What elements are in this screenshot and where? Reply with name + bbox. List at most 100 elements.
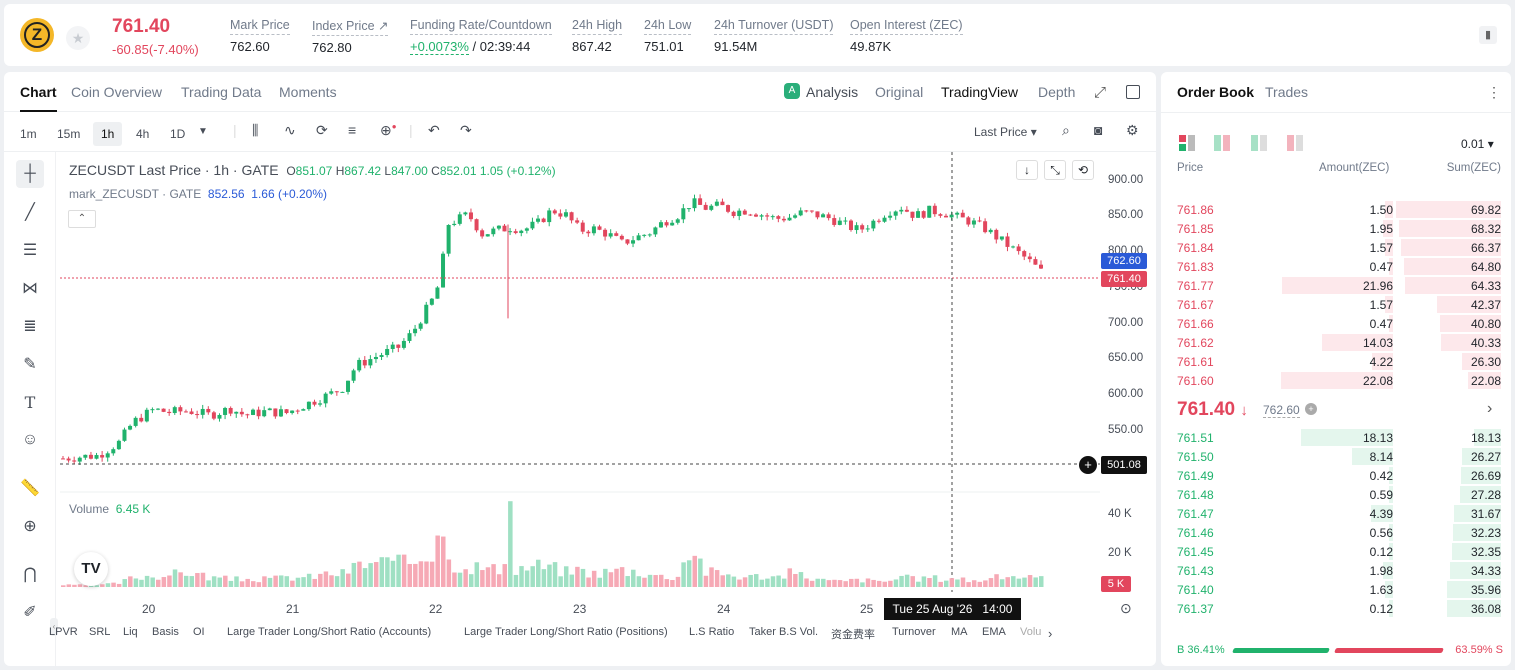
ask-row[interactable]: 761.61 4.22 26.30 (1161, 352, 1511, 371)
price-chart[interactable] (60, 152, 1100, 592)
add-indicator-icon[interactable]: ⊕● (380, 122, 397, 138)
redo-icon[interactable]: ↷ (460, 122, 472, 138)
ask-row[interactable]: 761.86 1.50 69.82 (1161, 200, 1511, 219)
emoji-icon[interactable]: ☺ (21, 431, 39, 448)
indicator-taker-bs[interactable]: Taker B.S Vol. (749, 626, 819, 638)
brush-icon[interactable]: ✎ (23, 356, 37, 373)
add-alert-icon[interactable]: + (1079, 456, 1097, 474)
ask-row[interactable]: 761.67 1.57 42.37 (1161, 295, 1511, 314)
ask-row[interactable]: 761.66 0.47 40.80 (1161, 314, 1511, 333)
magnet-icon[interactable]: ⋂ (23, 566, 37, 583)
expand-icon[interactable]: ⤢ (1094, 84, 1107, 101)
arrow-down-icon[interactable]: ↓ (1016, 160, 1038, 180)
indicator-ls-ratio[interactable]: L.S Ratio (689, 626, 735, 638)
indicator-oi[interactable]: OI (193, 626, 205, 638)
price-type-select[interactable]: Last Price ▾ (974, 125, 1037, 139)
stat-index-price[interactable]: Index Price ↗ 762.80 (312, 19, 389, 55)
tf-1h[interactable]: 1h (93, 122, 123, 146)
tf-4h[interactable]: 4h (136, 127, 150, 141)
bid-row[interactable]: 761.48 0.59 27.28 (1161, 485, 1511, 504)
bid-row[interactable]: 761.45 0.12 32.35 (1161, 542, 1511, 561)
chart-settings-icon[interactable]: ⊙ (1120, 600, 1132, 616)
view-asks-only-icon[interactable] (1287, 135, 1303, 151)
indicator-funding[interactable]: 资金费率 (831, 629, 875, 641)
indicator-srl[interactable]: SRL (89, 626, 111, 638)
tab-depth[interactable]: Depth (1038, 84, 1076, 100)
camera-icon[interactable]: ◙ (1094, 122, 1103, 138)
tab-tradingview[interactable]: TradingView (941, 84, 1019, 100)
horizontal-lines-icon[interactable]: ☰ (22, 242, 38, 259)
tf-1m[interactable]: 1m (20, 127, 37, 141)
indicator-ma[interactable]: MA (951, 626, 968, 638)
bid-row[interactable]: 761.50 8.14 26.27 (1161, 447, 1511, 466)
candle-type-icon[interactable]: ⫼ (252, 122, 259, 138)
bid-row[interactable]: 761.51 18.13 18.13 (1161, 428, 1511, 447)
more-menu-icon[interactable]: ⋮ (1487, 84, 1501, 100)
tf-dropdown-icon[interactable]: ▼ (198, 126, 208, 137)
indicator-volu[interactable]: Volu (1020, 626, 1042, 638)
collapse-icon[interactable]: ⤡ (1044, 160, 1066, 180)
candle-body (318, 403, 323, 405)
ask-row[interactable]: 761.62 14.03 40.33 (1161, 333, 1511, 352)
ask-row[interactable]: 761.60 22.08 22.08 (1161, 371, 1511, 390)
info-icon[interactable]: + (1305, 403, 1317, 415)
tab-chart[interactable]: Chart (20, 84, 57, 112)
bid-row[interactable]: 761.40 1.63 35.96 (1161, 580, 1511, 599)
crosshair-icon[interactable]: ┼ (16, 160, 44, 188)
window-icon[interactable] (1126, 85, 1140, 99)
favorite-star-icon[interactable]: ★ (66, 26, 90, 50)
pencil-lock-icon[interactable]: ✐ (23, 604, 37, 621)
ruler-icon[interactable]: 📏 (20, 480, 40, 497)
fib-icon[interactable]: ≣ (23, 318, 37, 335)
indicator-liq[interactable]: Liq (123, 626, 138, 638)
bid-row[interactable]: 761.43 1.98 34.33 (1161, 561, 1511, 580)
volume-bar (821, 578, 826, 587)
view-bids-icon[interactable] (1214, 135, 1230, 151)
ask-row[interactable]: 761.84 1.57 66.37 (1161, 238, 1511, 257)
collapse-toolbar-icon[interactable]: ‹ (50, 618, 58, 636)
volume-bar (373, 562, 379, 587)
bid-row[interactable]: 761.47 4.39 31.67 (1161, 504, 1511, 523)
collapse-legend-icon[interactable]: ⌃ (68, 210, 96, 228)
trend-line-icon[interactable]: ╱ (25, 204, 35, 221)
book-icon[interactable]: ▮ (1479, 26, 1497, 44)
tab-analysis[interactable]: Analysis (806, 84, 859, 100)
template-icon[interactable]: ≡ (348, 122, 357, 138)
indicator-lt-accounts[interactable]: Large Trader Long/Short Ratio (Accounts) (227, 626, 432, 638)
search-icon[interactable]: ⌕ (1062, 122, 1070, 138)
refresh-icon[interactable]: ⟲ (1072, 160, 1094, 180)
view-both-icon[interactable] (1179, 135, 1195, 151)
ask-row[interactable]: 761.77 21.96 64.33 (1161, 276, 1511, 295)
indicator-basis[interactable]: Basis (152, 626, 179, 638)
tab-original[interactable]: Original (875, 84, 924, 100)
divider: | (409, 122, 413, 138)
zoom-in-icon[interactable]: ⊕ (23, 518, 37, 535)
settings-gear-icon[interactable]: ⚙ (1126, 122, 1139, 138)
bid-row[interactable]: 761.46 0.56 32.23 (1161, 523, 1511, 542)
bid-row[interactable]: 761.37 0.12 36.08 (1161, 599, 1511, 618)
tab-trading-data[interactable]: Trading Data (181, 84, 262, 100)
tf-15m[interactable]: 15m (57, 127, 81, 141)
bid-row[interactable]: 761.49 0.42 26.69 (1161, 466, 1511, 485)
ask-row[interactable]: 761.83 0.47 64.80 (1161, 257, 1511, 276)
indicator-lt-positions[interactable]: Large Trader Long/Short Ratio (Positions… (464, 626, 668, 638)
tf-1d[interactable]: 1D (170, 127, 186, 141)
indicator-turnover[interactable]: Turnover (892, 626, 936, 638)
text-tool-icon[interactable]: T (24, 392, 36, 412)
ask-row[interactable]: 761.85 1.95 68.32 (1161, 219, 1511, 238)
indicator-ema[interactable]: EMA (982, 626, 1006, 638)
tab-moments[interactable]: Moments (279, 84, 337, 100)
view-bids-only-icon[interactable] (1251, 135, 1267, 151)
undo-icon[interactable]: ↶ (428, 122, 440, 138)
tick-size-select[interactable]: 0.01 ▾ (1461, 137, 1494, 151)
tradingview-logo-icon[interactable]: TV (74, 552, 108, 586)
chevron-right-icon[interactable]: › (1487, 400, 1493, 417)
tab-coin-overview[interactable]: Coin Overview (71, 84, 163, 100)
compare-icon[interactable]: ⟳ (316, 122, 328, 138)
indicator-lpvr[interactable]: LPVR (49, 626, 78, 638)
indicators-icon[interactable]: ∿ (284, 122, 296, 138)
pattern-icon[interactable]: ⋈ (22, 280, 38, 297)
tab-order-book[interactable]: Order Book (1177, 84, 1255, 100)
tab-trades[interactable]: Trades (1265, 84, 1309, 100)
scroll-right-icon[interactable]: › (1048, 626, 1053, 641)
